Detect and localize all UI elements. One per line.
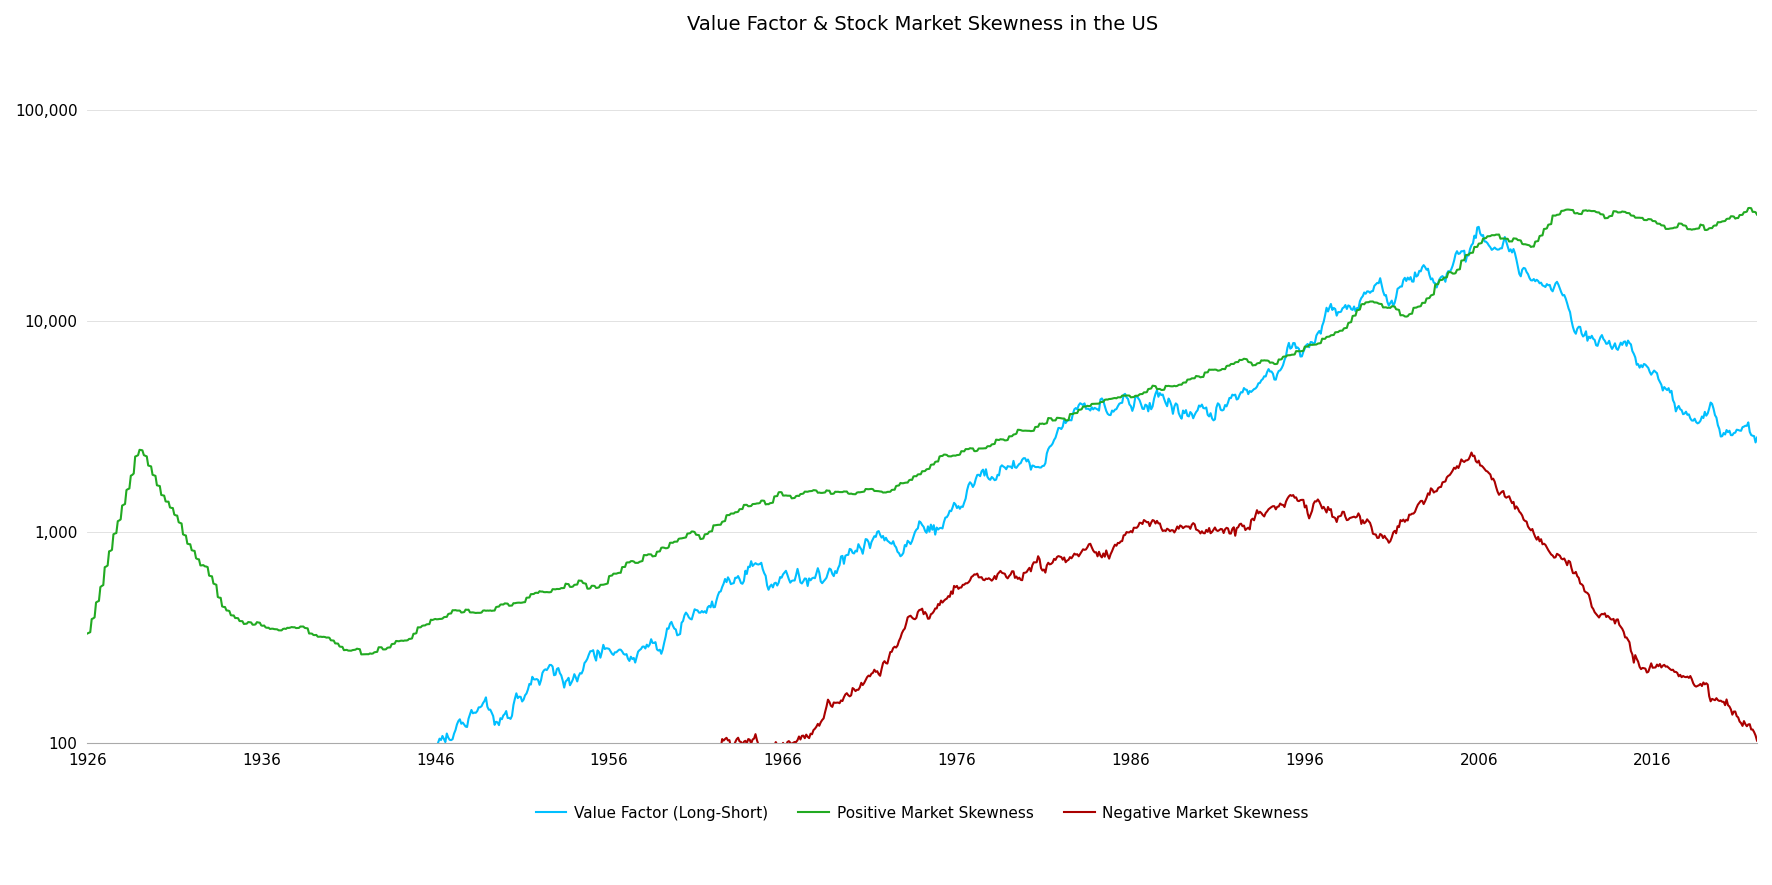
Negative Market Skewness xyxy=(1671,672,1692,682)
Value Factor (Long-Short) xyxy=(1671,404,1692,415)
Value Factor (Long-Short) xyxy=(1317,303,1338,313)
Negative Market Skewness xyxy=(760,743,781,753)
Value Factor (Long-Short) xyxy=(1747,432,1768,442)
Value Factor (Long-Short) xyxy=(1318,302,1340,312)
Negative Market Skewness xyxy=(1747,735,1768,746)
Positive Market Skewness xyxy=(1515,239,1536,250)
Value Factor (Long-Short) xyxy=(1515,266,1536,277)
Value Factor (Long-Short) xyxy=(1467,221,1488,232)
Negative Market Skewness xyxy=(1460,447,1481,458)
Negative Market Skewness xyxy=(76,855,97,866)
Legend: Value Factor (Long-Short), Positive Market Skewness, Negative Market Skewness: Value Factor (Long-Short), Positive Mark… xyxy=(530,799,1315,827)
Positive Market Skewness xyxy=(76,628,97,639)
Negative Market Skewness xyxy=(1317,507,1338,518)
Positive Market Skewness xyxy=(1318,331,1340,342)
Line: Positive Market Skewness: Positive Market Skewness xyxy=(87,208,1758,654)
Positive Market Skewness xyxy=(1669,219,1690,229)
Line: Negative Market Skewness: Negative Market Skewness xyxy=(87,452,1758,885)
Negative Market Skewness xyxy=(1515,516,1536,527)
Positive Market Skewness xyxy=(1747,209,1768,219)
Value Factor (Long-Short) xyxy=(760,580,781,590)
Line: Value Factor (Long-Short): Value Factor (Long-Short) xyxy=(87,227,1758,885)
Positive Market Skewness xyxy=(760,497,781,508)
Negative Market Skewness xyxy=(1318,504,1340,515)
Positive Market Skewness xyxy=(351,649,372,659)
Positive Market Skewness xyxy=(1317,332,1338,342)
Positive Market Skewness xyxy=(266,624,287,635)
Positive Market Skewness xyxy=(1738,203,1760,213)
Title: Value Factor & Stock Market Skewness in the US: Value Factor & Stock Market Skewness in … xyxy=(686,15,1157,34)
